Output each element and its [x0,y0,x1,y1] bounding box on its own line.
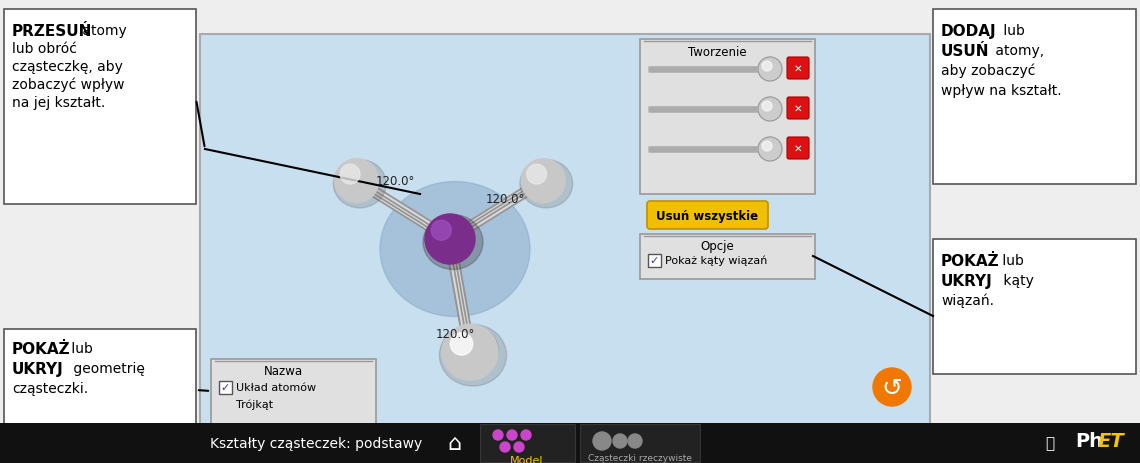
Bar [580,424,700,462]
Text: cząsteczki.: cząsteczki. [13,381,88,395]
Circle shape [628,434,642,448]
Circle shape [500,442,510,452]
Text: ✕: ✕ [793,144,803,154]
Text: POKAŻ: POKAŻ [13,341,71,356]
Ellipse shape [423,215,483,270]
Bar [0,0,200,463]
Text: Tworzenie: Tworzenie [687,46,747,59]
Circle shape [758,98,782,122]
Text: lub: lub [67,341,92,355]
Text: POKAŻ: POKAŻ [940,253,1000,269]
Text: lub obróć: lub obróć [13,42,76,56]
Circle shape [453,331,472,351]
Text: ✓: ✓ [221,383,230,393]
FancyBboxPatch shape [787,98,809,120]
Bar [200,35,930,425]
Text: Układ atomów: Układ atomów [236,382,316,392]
Text: lub: lub [998,253,1024,268]
Circle shape [340,165,360,185]
Text: UKRYJ: UKRYJ [940,274,993,288]
Text: ✕: ✕ [793,64,803,74]
Circle shape [762,142,772,152]
Circle shape [507,430,518,440]
Text: Nazwa: Nazwa [263,364,302,377]
Circle shape [425,214,475,264]
Text: lub: lub [999,24,1025,38]
Ellipse shape [439,325,506,386]
Circle shape [442,325,498,381]
Text: DODAJ: DODAJ [940,24,996,39]
Text: ET: ET [1098,432,1125,450]
Circle shape [521,430,531,440]
Ellipse shape [520,160,572,208]
Text: 120.0°: 120.0° [486,193,524,206]
Circle shape [431,221,451,241]
Text: ✕: ✕ [793,104,803,114]
Circle shape [758,58,782,82]
Text: cząsteczkę, aby: cząsteczkę, aby [13,60,123,74]
Circle shape [873,368,911,406]
Bar [933,239,1135,374]
Text: zobaczyć wpływ: zobaczyć wpływ [13,78,124,92]
Text: 120.0°: 120.0° [435,328,474,341]
FancyBboxPatch shape [787,58,809,80]
Text: Cząsteczki rzeczywiste: Cząsteczki rzeczywiste [588,453,692,462]
Text: wiązań.: wiązań. [940,294,994,308]
Text: atomy,: atomy, [991,44,1044,58]
Text: Pokaż kąty wiązań: Pokaż kąty wiązań [665,256,767,266]
Circle shape [527,165,546,185]
Circle shape [447,325,491,369]
Bar [648,255,661,268]
Bar [480,424,575,462]
Text: Model: Model [511,455,544,463]
Circle shape [521,159,565,203]
Text: ↺: ↺ [881,376,903,400]
Text: wpływ na kształt.: wpływ na kształt. [940,84,1061,98]
Ellipse shape [333,160,386,208]
FancyBboxPatch shape [787,138,809,160]
Bar [930,0,1140,463]
Text: na jej kształt.: na jej kształt. [13,96,105,110]
Text: Ph: Ph [1075,432,1104,450]
FancyBboxPatch shape [648,201,768,230]
Bar [640,40,815,194]
Circle shape [762,62,772,72]
Bar [0,423,1140,463]
Text: Opcje: Opcje [700,239,734,252]
Circle shape [450,333,473,355]
Circle shape [335,159,378,203]
Text: PRZESUŃ: PRZESUŃ [13,24,92,39]
Bar [211,359,376,424]
Text: Kształty cząsteczek: podstawy: Kształty cząsteczek: podstawy [210,436,422,450]
Circle shape [492,430,503,440]
Text: Trójkąt: Trójkąt [236,399,274,410]
Text: ⌂: ⌂ [447,433,461,453]
Circle shape [593,432,611,450]
Text: 120.0°: 120.0° [375,175,415,188]
Text: ✓: ✓ [650,256,659,266]
Bar [5,329,196,451]
Bar [219,381,233,394]
Text: Usuń wszystkie: Usuń wszystkie [656,210,758,223]
Text: 👤: 👤 [1045,436,1055,450]
Text: UKRYJ: UKRYJ [13,361,64,376]
Bar [933,10,1135,185]
Text: kąty: kąty [999,274,1034,288]
Text: USUŃ: USUŃ [940,44,990,59]
Circle shape [758,138,782,162]
Ellipse shape [380,182,530,317]
Ellipse shape [446,326,498,375]
Text: aby zobaczyć: aby zobaczyć [940,64,1035,78]
Bar [5,10,196,205]
Text: atomy: atomy [78,24,127,38]
Bar [640,234,815,279]
Circle shape [514,442,524,452]
Text: geometrię: geometrię [70,361,145,375]
Circle shape [762,102,772,112]
Circle shape [613,434,627,448]
